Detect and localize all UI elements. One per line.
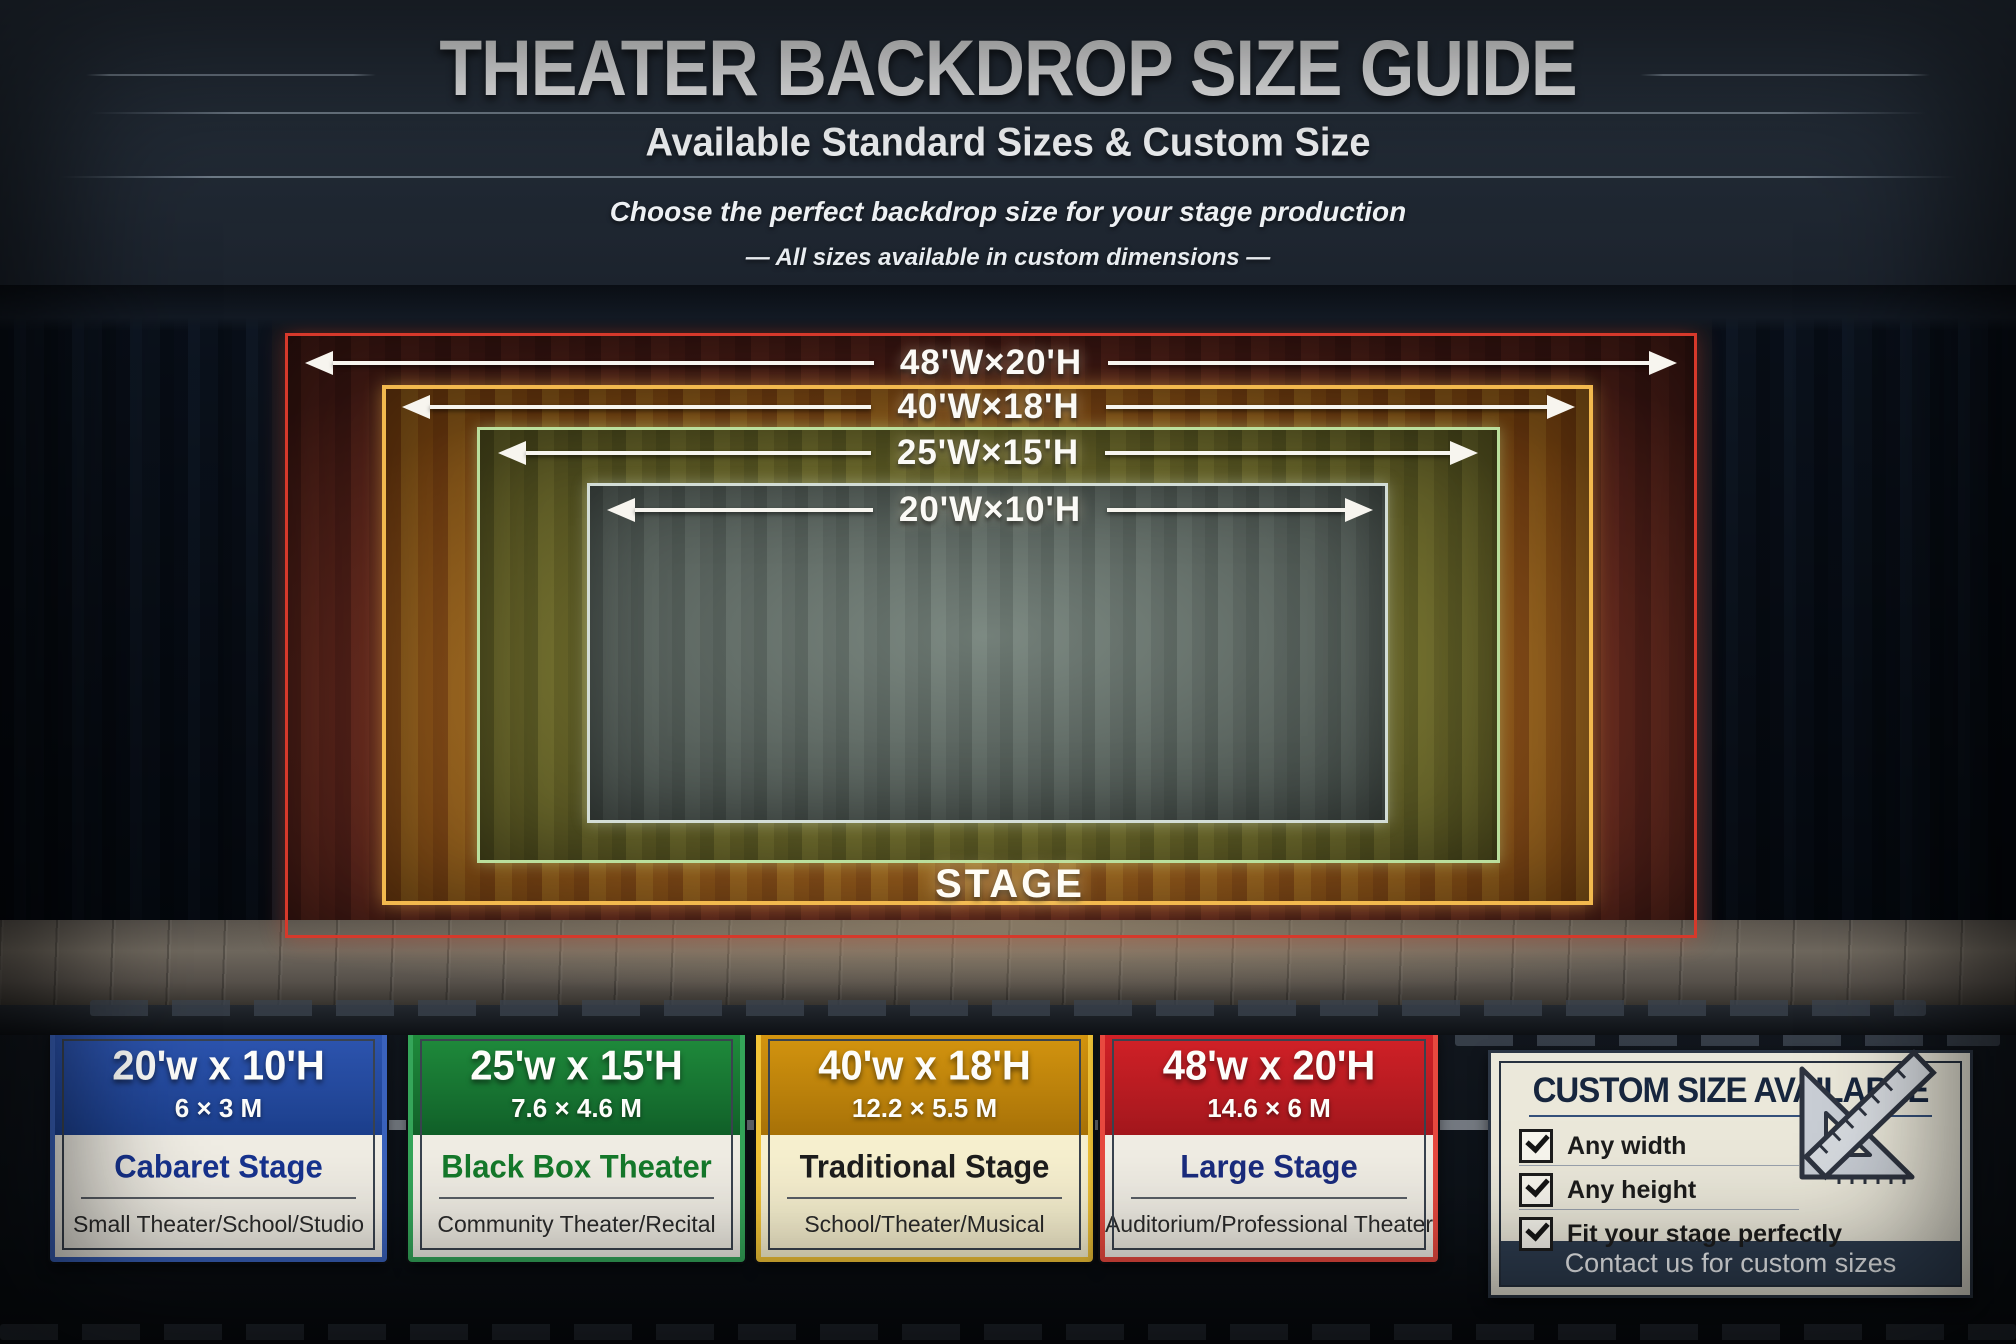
dimension-label-48x20: 48'W×20'H: [899, 343, 1083, 382]
header-divider-line-2: [60, 176, 1956, 178]
arrow-right-icon: [1450, 441, 1479, 465]
card-divider: [439, 1197, 714, 1199]
card-use-text: Auditorium/Professional Theater: [1104, 1211, 1434, 1237]
stage-floor: [0, 920, 2016, 1008]
dimension-row-48x20: 48'W×20'H: [305, 343, 1678, 383]
card-body: Black Box Theater Community Theater/Reci…: [413, 1135, 740, 1257]
card-divider: [787, 1197, 1062, 1199]
dimension-row-40x18: 40'W×18'H: [402, 387, 1576, 427]
card-header: 40'w x 18'H 12.2 × 5.5 M: [761, 1033, 1088, 1135]
size-card-cabaret-stage: 20'w x 10'H 6 × 3 M Cabaret Stage Small …: [50, 1028, 387, 1262]
backdrop-48x20-outline: [285, 333, 1697, 938]
card-header: 25'w x 15'H 7.6 × 4.6 M: [413, 1033, 740, 1135]
side-curtain-right: [1712, 290, 2016, 950]
dimension-label-20x10: 20'W×10'H: [898, 490, 1082, 529]
custom-size-panel-inner: CUSTOM SIZE AVAILABLE Any width Any heig…: [1499, 1049, 1962, 1287]
card-body: Large Stage Auditorium/Professional Thea…: [1105, 1135, 1433, 1257]
checklist-item: Fit your stage perfectly: [1519, 1217, 1842, 1251]
dimension-label-25x15: 25'W×15'H: [896, 433, 1080, 472]
card-name: Cabaret Stage: [114, 1148, 323, 1185]
card-metric-text: 14.6 × 6 M: [1207, 1093, 1331, 1123]
custom-size-footer: Contact us for custom sizes: [1501, 1241, 1960, 1285]
card-size-text: 40'w x 18'H: [818, 1042, 1031, 1090]
slat-row-bottom: [0, 1324, 2016, 1340]
arrow-right-icon: [1649, 351, 1678, 375]
card-size-text: 48'w x 20'H: [1162, 1042, 1376, 1090]
card-use-text: School/Theater/Musical: [804, 1211, 1045, 1237]
header-divider-line-1: [90, 112, 1926, 114]
checklist-separator: [1519, 1165, 1799, 1166]
card-size-text: 25'w x 15'H: [470, 1042, 683, 1090]
arrow-right-icon: [1547, 395, 1576, 419]
card-header: 20'w x 10'H 6 × 3 M: [55, 1033, 382, 1135]
checkbox-checked-icon: [1519, 1217, 1553, 1251]
card-metric-text: 12.2 × 5.5 M: [851, 1093, 998, 1123]
arrow-left-icon: [402, 395, 430, 419]
checkbox-checked-icon: [1519, 1129, 1553, 1163]
arrow-left-icon: [607, 498, 635, 522]
page-title: THEATER BACKDROP SIZE GUIDE: [439, 24, 1577, 112]
arrow-left-icon: [498, 441, 526, 465]
dimension-row-25x15: 25'W×15'H: [498, 433, 1479, 473]
custom-size-checklist: Any width Any height Fit your stage perf…: [1501, 1049, 1960, 1251]
custom-size-title-rule: [1528, 1115, 1933, 1117]
dimension-label-40x18: 40'W×18'H: [897, 387, 1080, 426]
custom-dimensions-note: — All sizes available in custom dimensio…: [745, 244, 1271, 271]
size-card-black-box-theater: 25'w x 15'H 7.6 × 4.6 M Black Box Theate…: [408, 1028, 745, 1262]
card-body: Cabaret Stage Small Theater/School/Studi…: [55, 1135, 382, 1257]
checklist-item: Any width: [1519, 1129, 1686, 1163]
checklist-separator: [1519, 1209, 1799, 1210]
custom-size-panel: CUSTOM SIZE AVAILABLE Any width Any heig…: [1488, 1049, 1973, 1298]
checkbox-checked-icon: [1519, 1173, 1553, 1207]
card-body: Traditional Stage School/Theater/Musical: [761, 1135, 1088, 1257]
arrow-right-icon: [1345, 498, 1374, 522]
tagline: Choose the perfect backdrop size for you…: [609, 196, 1407, 227]
card-name: Black Box Theater: [441, 1148, 712, 1185]
checklist-item: Any height: [1519, 1173, 1696, 1207]
card-name: Large Stage: [1180, 1148, 1358, 1185]
size-card-large-stage: 48'w x 20'H 14.6 × 6 M Large Stage Audit…: [1100, 1028, 1438, 1262]
contact-text: Contact us for custom sizes: [1564, 1247, 1897, 1278]
title-flank-line-left: [86, 74, 376, 76]
card-name: Traditional Stage: [799, 1148, 1050, 1185]
set-square-ruler-icon: [1799, 1049, 1937, 1184]
side-curtain-left: [0, 290, 272, 950]
stage-label: STAGE: [935, 862, 1085, 906]
backdrop-20x10-curtain: [587, 483, 1388, 823]
header-marquee: THEATER BACKDROP SIZE GUIDE Available St…: [0, 0, 2016, 300]
dimension-row-20x10: 20'W×10'H: [607, 490, 1374, 530]
size-card-traditional-stage: 40'w x 18'H 12.2 × 5.5 M Traditional Sta…: [756, 1028, 1093, 1262]
card-size-text: 20'w x 10'H: [112, 1042, 325, 1090]
card-use-text: Community Theater/Recital: [437, 1211, 716, 1237]
slat-row-top: [90, 1000, 1926, 1016]
card-metric-text: 7.6 × 4.6 M: [511, 1093, 642, 1123]
card-divider: [81, 1197, 356, 1199]
card-divider: [1131, 1197, 1407, 1199]
arrow-left-icon: [305, 351, 333, 375]
proscenium-valance: [0, 285, 2016, 331]
card-metric-text: 6 × 3 M: [174, 1093, 263, 1123]
page-subtitle: Available Standard Sizes & Custom Size: [645, 120, 1371, 166]
card-header: 48'w x 20'H 14.6 × 6 M: [1105, 1033, 1433, 1135]
title-flank-line-right: [1640, 74, 1930, 76]
card-use-text: Small Theater/School/Studio: [72, 1211, 365, 1237]
